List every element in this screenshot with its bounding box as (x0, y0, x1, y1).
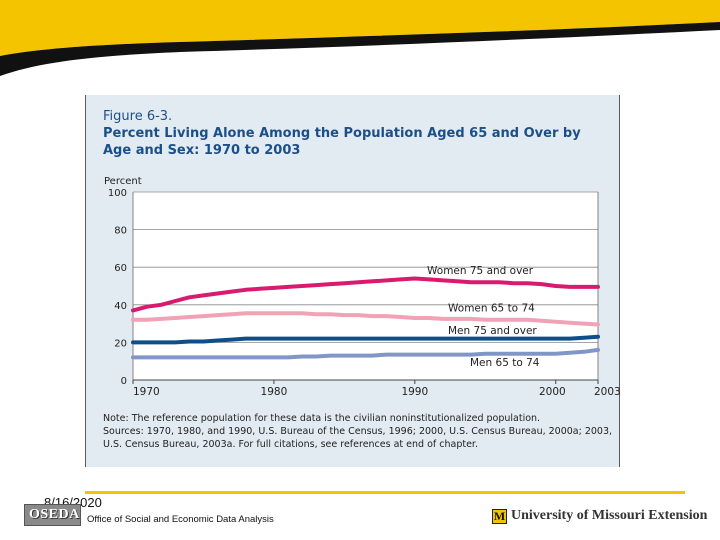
series-label: Men 75 and over (448, 325, 537, 337)
series-label: Men 65 to 74 (470, 357, 540, 369)
x-tick-label: 1980 (261, 386, 288, 398)
y-axis-label: Percent (104, 176, 142, 187)
axes: 0 20 40 60 80 100 1970 1980 1990 2000 2003 (108, 188, 621, 398)
series-line (131, 347, 600, 360)
figure-card: Figure 6-3. Percent Living Alone Among t… (85, 95, 621, 467)
line-chart: Percent 0 20 40 60 80 100 1970 1980 1990 2000 2003… (104, 176, 621, 398)
oseda-logo: OSEDA (24, 504, 81, 526)
figure-notes: Note: The reference population for these… (103, 412, 613, 451)
y-tick-label: 0 (121, 376, 127, 387)
series-line (131, 311, 600, 327)
figure-title: Percent Living Alone Among the Populatio… (103, 126, 581, 158)
x-tick-label: 2000 (539, 386, 566, 398)
series-line (131, 276, 600, 313)
mizzou-m-icon: M (492, 509, 507, 524)
extension-name: University of Missouri Extension (511, 508, 708, 523)
oseda-logo-text: OSEDA (29, 507, 80, 522)
figure-note: Note: The reference population for these… (103, 413, 541, 424)
y-tick-label: 40 (114, 301, 127, 312)
footer-rule (85, 491, 685, 494)
series-lines (131, 276, 600, 360)
y-tick-label: 100 (108, 188, 127, 199)
series-label: Women 65 to 74 (448, 303, 535, 315)
footer-organization: Office of Social and Economic Data Analy… (87, 514, 274, 525)
y-tick-label: 20 (114, 338, 127, 349)
banner-swoosh (0, 0, 720, 76)
figure-sources: Sources: 1970, 1980, and 1990, U.S. Bure… (103, 426, 613, 450)
y-tick-label: 80 (114, 226, 127, 237)
x-tick-label: 1970 (133, 386, 160, 398)
series-line (131, 334, 600, 345)
x-tick-label: 1990 (401, 386, 428, 398)
plot-area (133, 192, 598, 380)
y-tick-label: 60 (114, 263, 127, 274)
banner-black (0, 22, 720, 76)
series-labels: Women 75 and over Women 65 to 74 Men 75 an… (427, 265, 540, 369)
series-label: Women 75 and over (427, 265, 534, 277)
x-tick-label: 2003 (594, 386, 621, 398)
figure-label: Figure 6-3. (103, 109, 173, 124)
